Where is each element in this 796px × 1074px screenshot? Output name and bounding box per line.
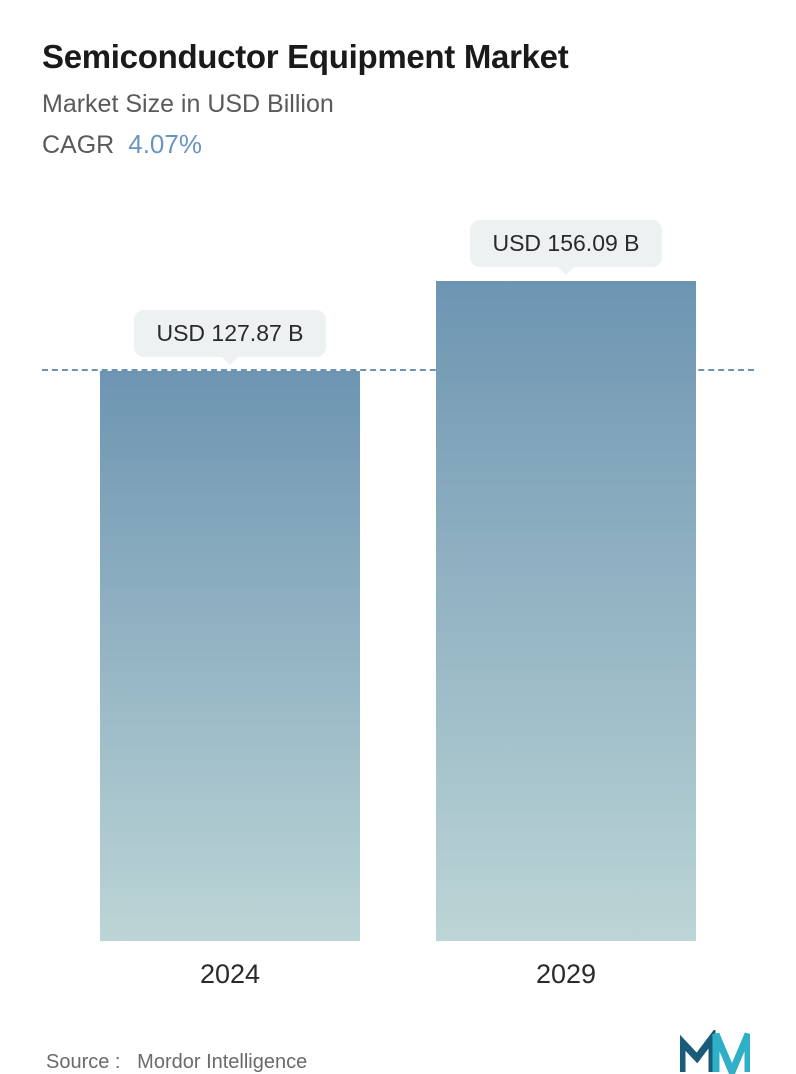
- logo-icon: [680, 1030, 750, 1074]
- bar-2024: [100, 371, 360, 941]
- source-name: Mordor Intelligence: [137, 1051, 307, 1073]
- source-label: Source :: [46, 1051, 120, 1073]
- x-axis: 2024 2029: [42, 941, 754, 990]
- x-label-2024: 2024: [90, 959, 370, 990]
- x-label-2029: 2029: [426, 959, 706, 990]
- value-badge-2029: USD 156.09 B: [470, 220, 661, 267]
- chart-title: Semiconductor Equipment Market: [42, 38, 754, 76]
- value-badge-2024: USD 127.87 B: [134, 310, 325, 357]
- source-text: Source : Mordor Intelligence: [46, 1051, 307, 1074]
- chart-area: USD 127.87 B USD 156.09 B: [42, 220, 754, 941]
- cagr-label: CAGR: [42, 131, 114, 160]
- chart-subtitle: Market Size in USD Billion: [42, 90, 754, 119]
- cagr-value: 4.07%: [128, 129, 202, 160]
- bar-2029: [436, 281, 696, 941]
- footer: Source : Mordor Intelligence: [42, 1030, 754, 1074]
- bar-group-2024: USD 127.87 B: [90, 310, 370, 941]
- cagr-row: CAGR 4.07%: [42, 129, 754, 160]
- brand-logo: [680, 1030, 750, 1074]
- bar-group-2029: USD 156.09 B: [426, 220, 706, 941]
